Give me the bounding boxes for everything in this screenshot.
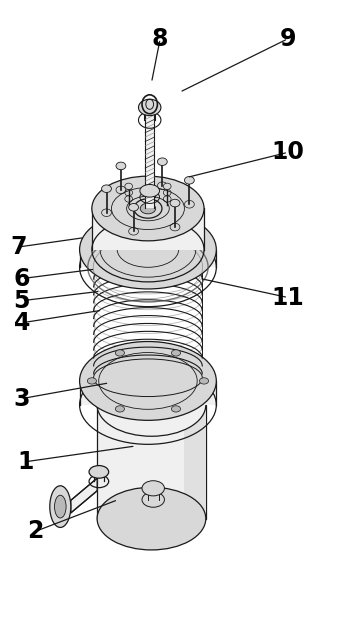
Ellipse shape	[80, 342, 216, 420]
Ellipse shape	[157, 158, 167, 165]
Ellipse shape	[50, 486, 71, 527]
Polygon shape	[97, 405, 206, 518]
Text: 11: 11	[272, 285, 304, 310]
Ellipse shape	[115, 350, 125, 356]
Text: 1: 1	[17, 450, 33, 473]
Ellipse shape	[200, 378, 209, 384]
Polygon shape	[92, 208, 204, 249]
Ellipse shape	[89, 465, 109, 478]
Ellipse shape	[163, 183, 171, 189]
Text: 10: 10	[272, 141, 304, 165]
Ellipse shape	[134, 199, 162, 218]
Polygon shape	[80, 249, 216, 267]
Bar	[145, 111, 154, 208]
Polygon shape	[71, 478, 97, 513]
Ellipse shape	[97, 373, 206, 436]
Ellipse shape	[170, 199, 180, 207]
Ellipse shape	[138, 99, 161, 116]
Ellipse shape	[140, 203, 156, 214]
Ellipse shape	[171, 406, 181, 412]
Ellipse shape	[87, 378, 96, 384]
Ellipse shape	[140, 184, 159, 197]
Polygon shape	[80, 381, 216, 405]
Ellipse shape	[128, 203, 138, 211]
Ellipse shape	[171, 350, 181, 356]
Ellipse shape	[97, 487, 206, 550]
Ellipse shape	[92, 176, 204, 241]
Ellipse shape	[115, 406, 125, 412]
Text: 5: 5	[13, 289, 30, 313]
Text: 3: 3	[13, 387, 30, 411]
Ellipse shape	[102, 185, 112, 192]
Text: 6: 6	[13, 266, 30, 291]
Text: 8: 8	[152, 27, 169, 51]
Text: 9: 9	[280, 27, 296, 51]
Ellipse shape	[80, 210, 216, 289]
Text: 7: 7	[10, 235, 26, 259]
Ellipse shape	[55, 495, 66, 518]
Ellipse shape	[142, 480, 164, 496]
Text: 2: 2	[27, 519, 44, 543]
Ellipse shape	[125, 183, 132, 189]
Polygon shape	[184, 405, 206, 518]
Ellipse shape	[116, 162, 126, 170]
Text: 4: 4	[13, 311, 30, 335]
Ellipse shape	[184, 177, 194, 184]
